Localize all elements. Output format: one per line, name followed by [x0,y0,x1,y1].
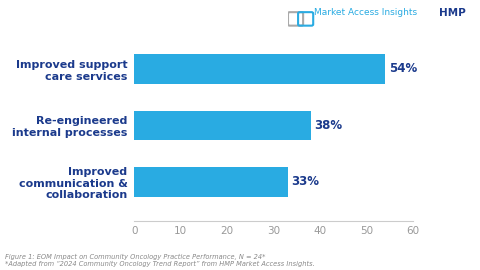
Bar [134,111,311,140]
Bar [134,54,385,84]
Bar [134,167,288,197]
Text: Market Access Insights: Market Access Insights [314,8,418,17]
Text: 54%: 54% [389,62,417,76]
Text: Figure 1: EOM Impact on Community Oncology Practice Performance, N = 24*
*Adapte: Figure 1: EOM Impact on Community Oncolo… [5,254,314,267]
Text: 33%: 33% [291,176,319,188]
Text: HMP: HMP [439,8,466,18]
Text: 38%: 38% [314,119,343,132]
